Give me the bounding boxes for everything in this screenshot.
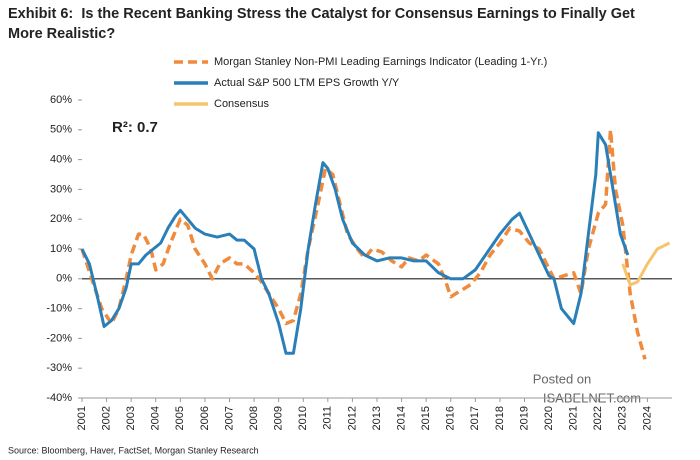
legend-label: Actual S&P 500 LTM EPS Growth Y/Y: [214, 77, 400, 89]
x-tick-label: 2015: [420, 406, 432, 430]
x-tick-label: 2008: [248, 406, 260, 430]
y-tick-label: 10%: [50, 243, 72, 255]
x-tick-label: 2010: [297, 406, 309, 430]
x-tick-label: 2019: [518, 406, 530, 430]
y-tick-label: -30%: [46, 362, 72, 374]
y-tick-label: 0%: [56, 273, 72, 285]
x-tick-label: 2003: [125, 406, 137, 430]
watermark: Posted on: [533, 371, 592, 386]
y-tick-label: -40%: [46, 392, 72, 404]
y-tick-label: 30%: [50, 183, 72, 195]
series-line: [80, 128, 647, 360]
x-tick-label: 2020: [543, 406, 555, 430]
x-tick-label: 2022: [592, 406, 604, 430]
x-tick-label: 2007: [223, 406, 235, 430]
title-block: Exhibit 6: Is the Recent Banking Stress …: [8, 4, 668, 44]
annotation: R²: 0.7: [112, 119, 158, 136]
x-tick-label: 2021: [568, 406, 580, 430]
y-tick-label: 20%: [50, 213, 72, 225]
x-tick-label: 2016: [445, 406, 457, 430]
legend-label: Consensus: [214, 98, 270, 110]
x-tick-label: 2012: [346, 406, 358, 430]
y-tick-label: 40%: [50, 154, 72, 166]
x-tick-label: 2001: [76, 406, 88, 430]
x-tick-label: 2018: [494, 406, 506, 430]
y-tick-label: 60%: [50, 94, 72, 106]
x-tick-label: 2011: [322, 406, 334, 430]
legend-label: Morgan Stanley Non-PMI Leading Earnings …: [214, 56, 547, 68]
x-tick-label: 2014: [395, 406, 407, 430]
exhibit-label: Exhibit 6:: [8, 6, 74, 22]
chart-title: Is the Recent Banking Stress the Catalys…: [8, 6, 635, 42]
x-tick-label: 2013: [371, 406, 383, 430]
series-line: [80, 131, 630, 355]
x-tick-label: 2009: [273, 406, 285, 430]
source: Source: Bloomberg, Haver, FactSet, Morga…: [8, 445, 259, 455]
y-tick-label: -10%: [46, 303, 72, 315]
x-tick-label: 2023: [617, 406, 629, 430]
y-tick-label: 50%: [50, 124, 72, 136]
x-tick-label: 2004: [150, 406, 162, 430]
x-tick-label: 2017: [469, 406, 481, 430]
series-line: [621, 241, 671, 287]
x-tick-label: 2024: [641, 406, 653, 430]
x-tick-label: 2002: [100, 406, 112, 430]
x-tick-label: 2006: [199, 406, 211, 430]
x-tick-label: 2005: [174, 406, 186, 430]
y-tick-label: -20%: [46, 332, 72, 344]
